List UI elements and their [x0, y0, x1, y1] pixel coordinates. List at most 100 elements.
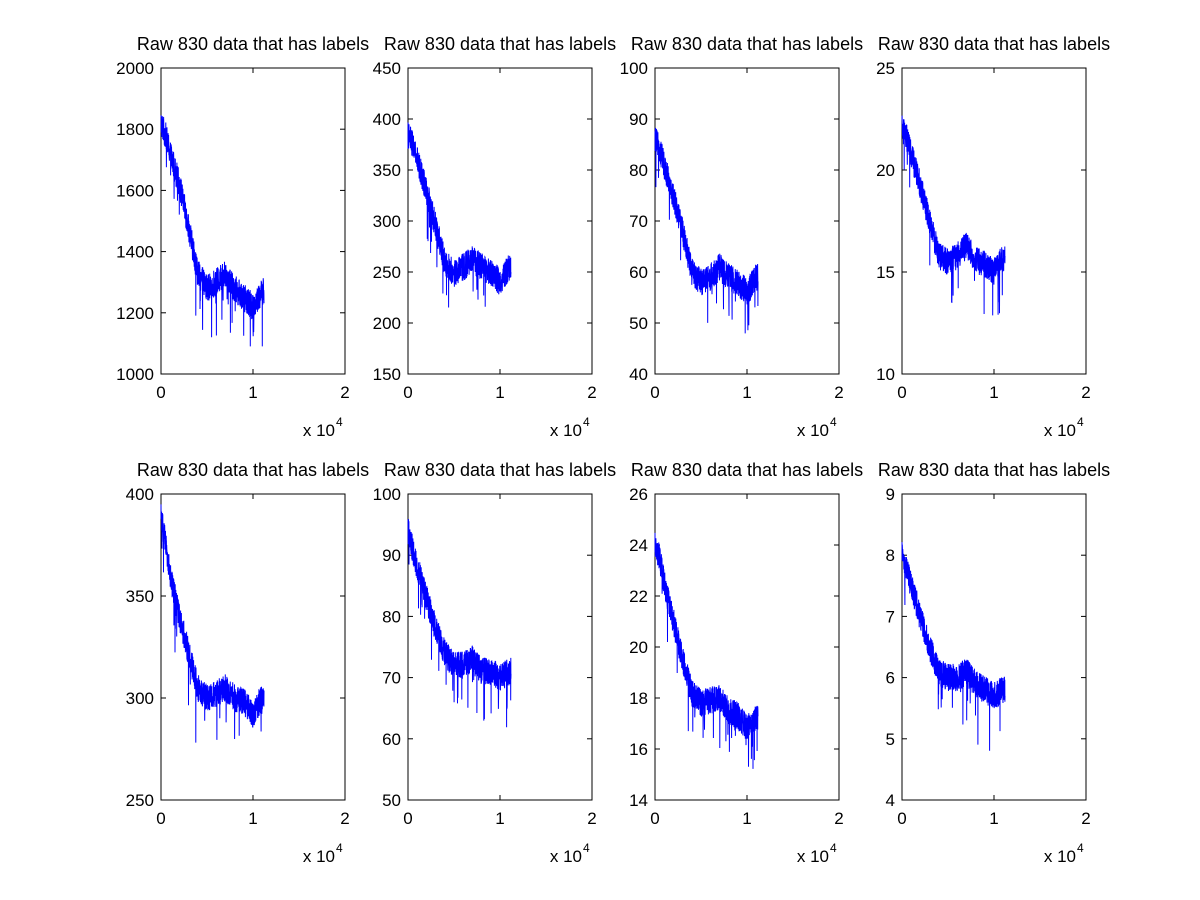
y-tick-label: 100 — [373, 485, 401, 504]
y-tick-label: 22 — [629, 587, 648, 606]
axes-box — [160, 493, 346, 801]
y-tick-label: 90 — [629, 110, 648, 129]
x-tick-label: 2 — [587, 383, 596, 402]
y-tick-label: 80 — [382, 607, 401, 626]
x-exponent-label: x 10 — [797, 421, 829, 440]
x-tick-label: 2 — [834, 383, 843, 402]
x-exponent-label: x 10 — [1044, 847, 1076, 866]
x-tick-label: 0 — [156, 383, 165, 402]
y-tick-label: 100 — [620, 59, 648, 78]
x-exponent-power: 4 — [1077, 415, 1084, 429]
x-tick-label: 1 — [248, 809, 257, 828]
y-tick-label: 20 — [629, 638, 648, 657]
x-exponent-label: x 10 — [550, 421, 582, 440]
x-exponent-power: 4 — [336, 415, 343, 429]
y-tick-label: 350 — [126, 587, 154, 606]
y-tick-label: 6 — [886, 669, 895, 688]
x-tick-label: 2 — [340, 383, 349, 402]
x-exponent-label: x 10 — [1044, 421, 1076, 440]
y-tick-label: 16 — [629, 740, 648, 759]
x-tick-label: 0 — [650, 383, 659, 402]
x-exponent-label: x 10 — [550, 847, 582, 866]
y-tick-label: 300 — [126, 689, 154, 708]
x-tick-label: 0 — [403, 383, 412, 402]
y-tick-label: 2000 — [116, 59, 154, 78]
subplot-1: Raw 830 data that has labels 1000 1200 1400… — [116, 34, 369, 440]
subplot-3: Raw 830 data that has labels405060708090… — [620, 34, 863, 440]
y-tick-label: 250 — [373, 263, 401, 282]
x-tick-label: 0 — [897, 383, 906, 402]
series-line — [654, 127, 759, 334]
x-tick-label: 2 — [340, 809, 349, 828]
y-tick-label: 18 — [629, 689, 648, 708]
y-tick-label: 50 — [382, 791, 401, 810]
series-line — [160, 115, 265, 347]
y-tick-label: 8 — [886, 546, 895, 565]
y-tick-label: 400 — [373, 110, 401, 129]
x-tick-label: 2 — [834, 809, 843, 828]
x-tick-label: 1 — [495, 383, 504, 402]
axes-box — [901, 67, 1087, 375]
y-tick-label: 70 — [629, 212, 648, 231]
x-tick-label: 0 — [897, 809, 906, 828]
y-tick-label: 26 — [629, 485, 648, 504]
y-tick-label: 14 — [629, 791, 648, 810]
subplot-5: Raw 830 data that has labels 250 300 350 400… — [126, 460, 369, 866]
subplot-4: Raw 830 data that has labels 10 15 20 25 0 1 2x… — [876, 34, 1110, 440]
axes-box — [654, 67, 840, 375]
y-tick-label: 1800 — [116, 120, 154, 139]
subplot-2: Raw 830 data that has labels 150 200 250 300… — [373, 34, 616, 440]
x-tick-label: 1 — [742, 809, 751, 828]
y-tick-label: 80 — [629, 161, 648, 180]
series-line — [407, 519, 512, 728]
series-line — [901, 115, 1006, 316]
series-line — [654, 532, 759, 769]
y-tick-label: 300 — [373, 212, 401, 231]
y-tick-label: 450 — [373, 59, 401, 78]
y-tick-label: 10 — [876, 365, 895, 384]
axes-box — [407, 493, 593, 801]
y-tick-label: 4 — [886, 791, 895, 810]
y-tick-label: 1200 — [116, 304, 154, 323]
x-tick-label: 1 — [495, 809, 504, 828]
x-exponent-power: 4 — [336, 841, 343, 855]
x-tick-label: 0 — [156, 809, 165, 828]
y-tick-label: 250 — [126, 791, 154, 810]
y-tick-label: 1400 — [116, 243, 154, 262]
subplot-7: Raw 830 data that has labels141618202224… — [629, 460, 863, 866]
x-tick-label: 1 — [989, 383, 998, 402]
subplot-title: Raw 830 data that has labels — [384, 460, 616, 480]
subplot-title: Raw 830 data that has labels — [878, 34, 1110, 54]
series-line — [407, 122, 512, 308]
subplot-title: Raw 830 data that has labels — [878, 460, 1110, 480]
y-tick-label: 15 — [876, 263, 895, 282]
y-tick-label: 1000 — [116, 365, 154, 384]
x-exponent-label: x 10 — [797, 847, 829, 866]
x-tick-label: 2 — [1081, 383, 1090, 402]
x-tick-label: 0 — [650, 809, 659, 828]
series-line — [901, 542, 1006, 751]
y-tick-label: 25 — [876, 59, 895, 78]
subplot-title: Raw 830 data that has labels — [631, 34, 863, 54]
y-tick-label: 400 — [126, 485, 154, 504]
axes-box — [407, 67, 593, 375]
subplot-6: Raw 830 data that has labels506070809010… — [373, 460, 616, 866]
axes-box — [654, 493, 840, 801]
y-tick-label: 1600 — [116, 181, 154, 200]
y-tick-label: 40 — [629, 365, 648, 384]
x-tick-label: 0 — [403, 809, 412, 828]
subplot-title: Raw 830 data that has labels — [631, 460, 863, 480]
y-tick-label: 350 — [373, 161, 401, 180]
subplot-title: Raw 830 data that has labels — [137, 460, 369, 480]
x-tick-label: 1 — [989, 809, 998, 828]
x-tick-label: 1 — [742, 383, 751, 402]
y-tick-label: 200 — [373, 314, 401, 333]
x-tick-label: 2 — [1081, 809, 1090, 828]
x-tick-label: 2 — [587, 809, 596, 828]
y-tick-label: 90 — [382, 546, 401, 565]
y-tick-label: 50 — [629, 314, 648, 333]
y-tick-label: 9 — [886, 485, 895, 504]
x-exponent-label: x 10 — [303, 421, 335, 440]
x-exponent-power: 4 — [583, 415, 590, 429]
